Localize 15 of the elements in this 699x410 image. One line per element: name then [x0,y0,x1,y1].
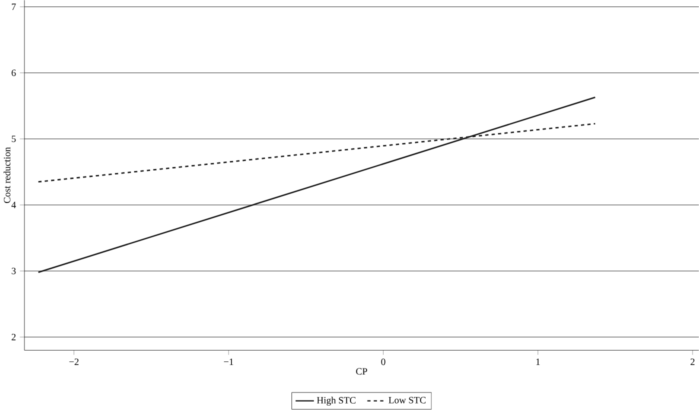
x-tick-label: 0 [381,358,386,366]
y-tick-label: 4 [11,202,16,208]
x-tick-label: 2 [690,358,694,366]
y-tick-label: 5 [12,136,16,142]
x-tick-label: −1 [224,358,234,366]
legend-label: Low STC [388,397,426,404]
y-tick-label: 6 [12,70,16,76]
x-axis-title: CP [356,368,368,375]
y-axis-title: Cost reduction [4,147,10,204]
y-tick-label: 7 [12,4,16,10]
x-tick-label: 1 [536,358,540,366]
y-tick-label: 2 [12,334,16,340]
legend-label: High STC [316,396,356,406]
y-tick-label: 3 [12,268,16,274]
x-tick-label: −2 [69,358,79,366]
